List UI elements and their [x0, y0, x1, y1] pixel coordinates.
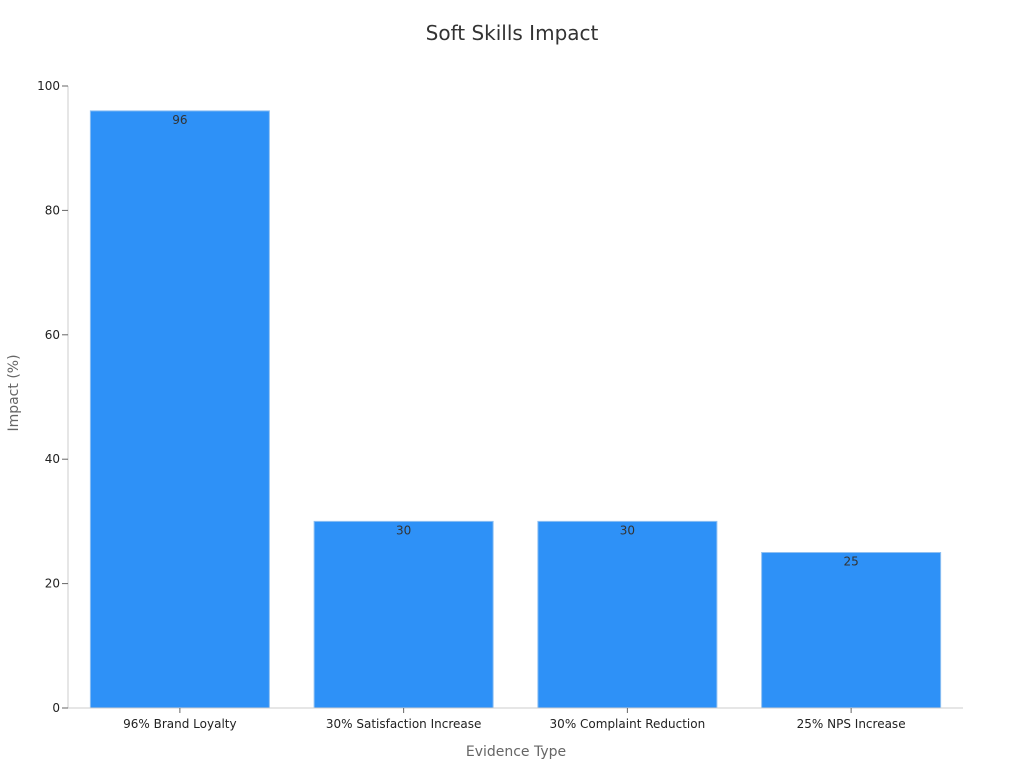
data-label-3: 25: [843, 555, 858, 569]
bar-2: [537, 520, 718, 709]
x-axis-ticks: 96% Brand Loyalty 30% Satisfaction Increa…: [123, 708, 906, 731]
bar-0: [89, 110, 270, 709]
x-axis-title: Evidence Type: [466, 744, 566, 760]
y-axis-title: Impact (%): [6, 354, 22, 431]
data-label-0: 96: [172, 113, 187, 127]
chart-title: Soft Skills Impact: [426, 21, 599, 45]
x-tick-label-3: 25% NPS Increase: [797, 717, 906, 731]
bar-3: [761, 552, 942, 709]
y-tick-label-5: 100: [37, 79, 60, 93]
bar-1: [313, 520, 494, 709]
y-axis-ticks: 0 20 40 60 80 100: [37, 79, 68, 715]
bars: [89, 110, 942, 709]
data-labels: 96 30 30 25: [172, 113, 859, 569]
y-tick-label-2: 40: [45, 452, 60, 466]
data-label-1: 30: [396, 523, 411, 537]
x-tick-label-2: 30% Complaint Reduction: [550, 717, 706, 731]
data-label-2: 30: [620, 523, 635, 537]
y-tick-label-1: 20: [45, 577, 60, 591]
y-tick-label-4: 80: [45, 203, 60, 217]
y-tick-label-3: 60: [45, 328, 60, 342]
x-tick-label-1: 30% Satisfaction Increase: [326, 717, 482, 731]
y-tick-label-0: 0: [52, 701, 60, 715]
x-tick-label-0: 96% Brand Loyalty: [123, 717, 236, 731]
axes: [67, 86, 963, 709]
